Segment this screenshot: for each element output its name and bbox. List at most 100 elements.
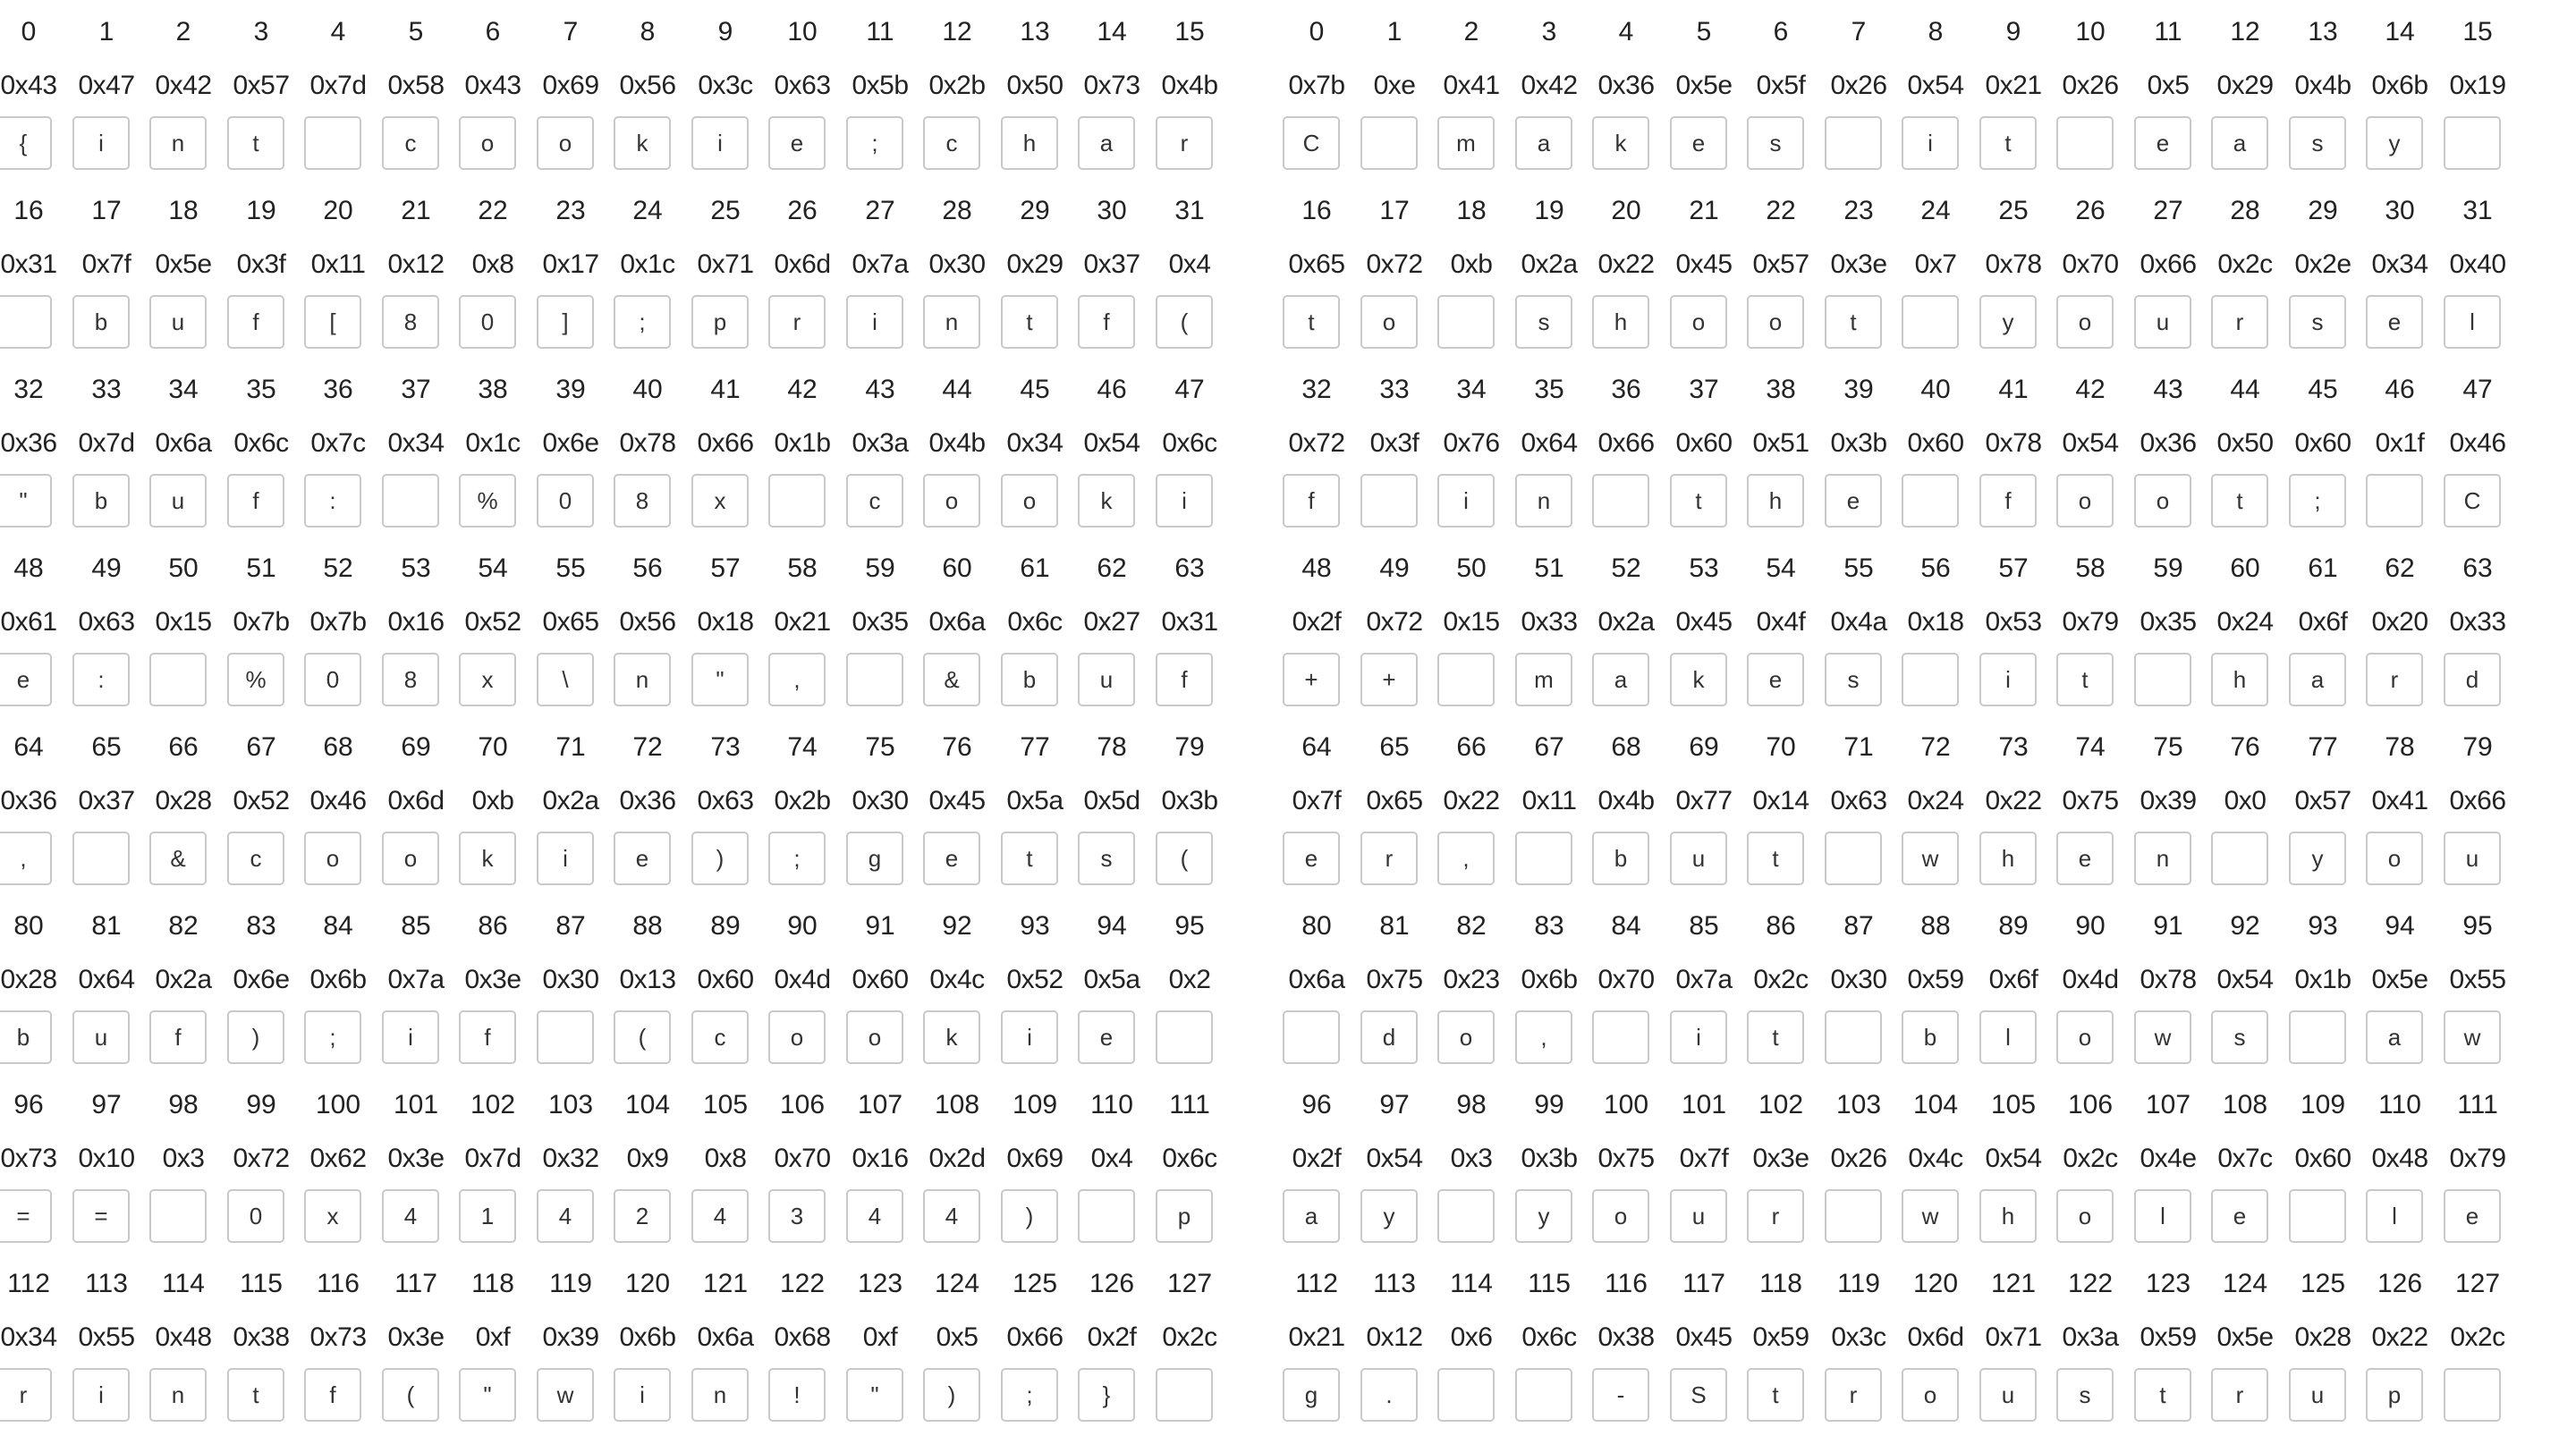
- char-input-box[interactable]: [1360, 116, 1418, 170]
- char-input-box[interactable]: h: [1592, 295, 1649, 349]
- char-input-box[interactable]: =: [72, 1189, 130, 1243]
- char-input-box[interactable]: [846, 653, 903, 706]
- char-input-box[interactable]: p: [1156, 1189, 1213, 1243]
- char-input-box[interactable]: u: [1078, 653, 1135, 706]
- char-input-box[interactable]: k: [459, 832, 516, 885]
- char-input-box[interactable]: o: [537, 116, 594, 170]
- char-input-box[interactable]: c: [382, 116, 439, 170]
- char-input-box[interactable]: [1360, 474, 1418, 528]
- char-input-box[interactable]: e: [0, 653, 52, 706]
- char-input-box[interactable]: t: [1670, 474, 1727, 528]
- char-input-box[interactable]: u: [1670, 1189, 1727, 1243]
- char-input-box[interactable]: o: [1360, 295, 1418, 349]
- char-input-box[interactable]: u: [149, 295, 207, 349]
- char-input-box[interactable]: o: [846, 1010, 903, 1064]
- char-input-box[interactable]: b: [0, 1010, 52, 1064]
- char-input-box[interactable]: 4: [691, 1189, 749, 1243]
- char-input-box[interactable]: k: [1670, 653, 1727, 706]
- char-input-box[interactable]: [1825, 1189, 1882, 1243]
- char-input-box[interactable]: (: [1156, 832, 1213, 885]
- char-input-box[interactable]: t: [1979, 116, 2037, 170]
- char-input-box[interactable]: n: [1515, 474, 1572, 528]
- char-input-box[interactable]: [1825, 116, 1882, 170]
- char-input-box[interactable]: [1437, 295, 1495, 349]
- char-input-box[interactable]: r: [1156, 116, 1213, 170]
- char-input-box[interactable]: r: [1360, 832, 1418, 885]
- char-input-box[interactable]: f: [149, 1010, 207, 1064]
- char-input-box[interactable]: s: [1825, 653, 1882, 706]
- char-input-box[interactable]: r: [0, 1368, 52, 1422]
- char-input-box[interactable]: u: [2289, 1368, 2346, 1422]
- char-input-box[interactable]: ]: [537, 295, 594, 349]
- char-input-box[interactable]: :: [72, 653, 130, 706]
- char-input-box[interactable]: 2: [614, 1189, 671, 1243]
- char-input-box[interactable]: ;: [846, 116, 903, 170]
- char-input-box[interactable]: o: [1902, 1368, 1959, 1422]
- char-input-box[interactable]: o: [1670, 295, 1727, 349]
- char-input-box[interactable]: i: [614, 1368, 671, 1422]
- char-input-box[interactable]: t: [2056, 653, 2114, 706]
- char-input-box[interactable]: 8: [614, 474, 671, 528]
- char-input-box[interactable]: b: [1001, 653, 1058, 706]
- char-input-box[interactable]: n: [923, 295, 980, 349]
- char-input-box[interactable]: y: [1515, 1189, 1572, 1243]
- char-input-box[interactable]: n: [2134, 832, 2191, 885]
- char-input-box[interactable]: &: [149, 832, 207, 885]
- char-input-box[interactable]: o: [2366, 832, 2423, 885]
- char-input-box[interactable]: c: [923, 116, 980, 170]
- char-input-box[interactable]: i: [1670, 1010, 1727, 1064]
- char-input-box[interactable]: [2289, 1189, 2346, 1243]
- char-input-box[interactable]: h: [1747, 474, 1804, 528]
- char-input-box[interactable]: i: [382, 1010, 439, 1064]
- char-input-box[interactable]: [149, 1189, 207, 1243]
- char-input-box[interactable]: !: [768, 1368, 826, 1422]
- char-input-box[interactable]: [1592, 474, 1649, 528]
- char-input-box[interactable]: \: [537, 653, 594, 706]
- char-input-box[interactable]: t: [227, 116, 284, 170]
- char-input-box[interactable]: [1902, 295, 1959, 349]
- char-input-box[interactable]: i: [1979, 653, 2037, 706]
- char-input-box[interactable]: ": [691, 653, 749, 706]
- char-input-box[interactable]: c: [846, 474, 903, 528]
- char-input-box[interactable]: h: [1979, 832, 2037, 885]
- char-input-box[interactable]: a: [1592, 653, 1649, 706]
- char-input-box[interactable]: u: [72, 1010, 130, 1064]
- char-input-box[interactable]: b: [1592, 832, 1649, 885]
- char-input-box[interactable]: e: [1078, 1010, 1135, 1064]
- char-input-box[interactable]: o: [923, 474, 980, 528]
- char-input-box[interactable]: a: [1283, 1189, 1340, 1243]
- char-input-box[interactable]: [1437, 1189, 1495, 1243]
- char-input-box[interactable]: [2366, 474, 2423, 528]
- char-input-box[interactable]: w: [1902, 1189, 1959, 1243]
- char-input-box[interactable]: x: [691, 474, 749, 528]
- char-input-box[interactable]: f: [304, 1368, 361, 1422]
- char-input-box[interactable]: f: [1979, 474, 2037, 528]
- char-input-box[interactable]: b: [72, 474, 130, 528]
- char-input-box[interactable]: e: [2211, 1189, 2268, 1243]
- char-input-box[interactable]: o: [1747, 295, 1804, 349]
- char-input-box[interactable]: ;: [614, 295, 671, 349]
- char-input-box[interactable]: =: [0, 1189, 52, 1243]
- char-input-box[interactable]: n: [149, 1368, 207, 1422]
- char-input-box[interactable]: b: [72, 295, 130, 349]
- char-input-box[interactable]: p: [691, 295, 749, 349]
- char-input-box[interactable]: 4: [846, 1189, 903, 1243]
- char-input-box[interactable]: a: [2289, 653, 2346, 706]
- char-input-box[interactable]: i: [72, 116, 130, 170]
- char-input-box[interactable]: t: [1825, 295, 1882, 349]
- char-input-box[interactable]: e: [2444, 1189, 2501, 1243]
- char-input-box[interactable]: s: [2289, 295, 2346, 349]
- char-input-box[interactable]: [2289, 1010, 2346, 1064]
- char-input-box[interactable]: [2134, 653, 2191, 706]
- char-input-box[interactable]: 0: [537, 474, 594, 528]
- char-input-box[interactable]: y: [1979, 295, 2037, 349]
- char-input-box[interactable]: b: [1902, 1010, 1959, 1064]
- char-input-box[interactable]: ): [691, 832, 749, 885]
- char-input-box[interactable]: +: [1283, 653, 1340, 706]
- char-input-box[interactable]: ;: [1001, 1368, 1058, 1422]
- char-input-box[interactable]: u: [2134, 295, 2191, 349]
- char-input-box[interactable]: o: [1437, 1010, 1495, 1064]
- char-input-box[interactable]: ,: [0, 832, 52, 885]
- char-input-box[interactable]: h: [2211, 653, 2268, 706]
- char-input-box[interactable]: u: [2444, 832, 2501, 885]
